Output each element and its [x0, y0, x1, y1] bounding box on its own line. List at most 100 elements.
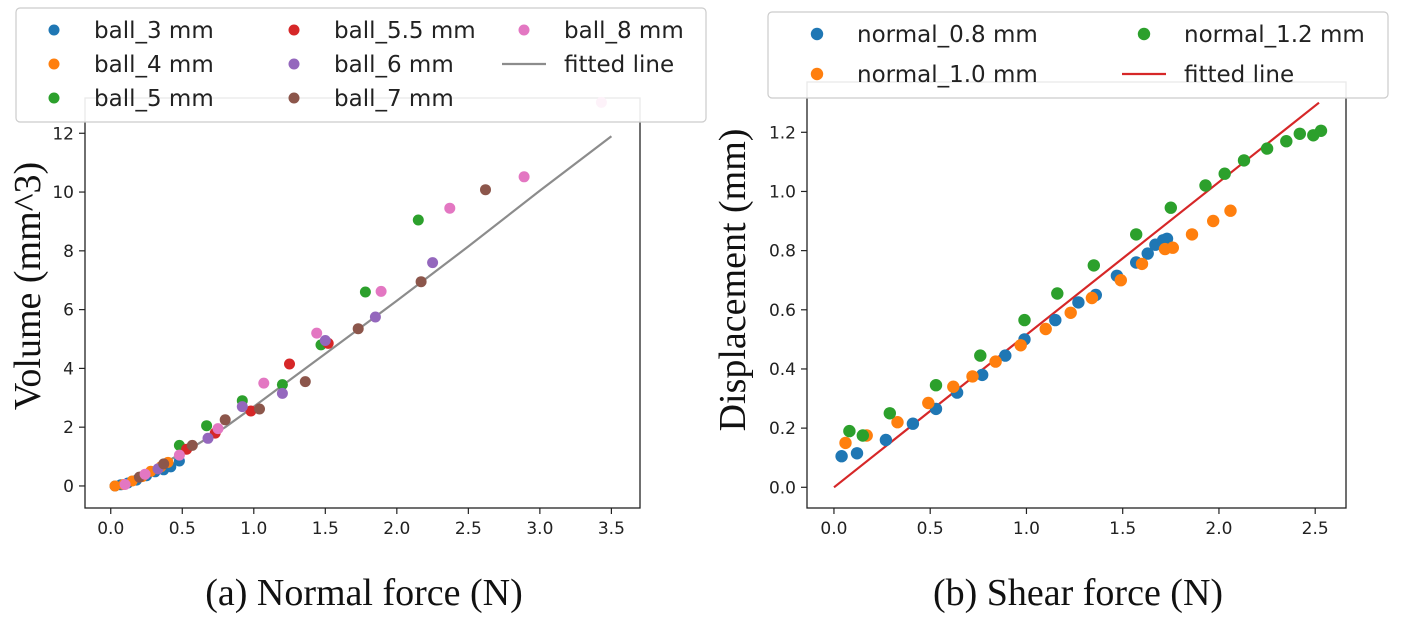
- panel-a-legend-label: ball_5 mm: [94, 86, 214, 112]
- panel-b-point-normal-0-8-mm: [1141, 247, 1154, 260]
- panel-a-axes-frame: [84, 97, 641, 509]
- panel-b-point-normal-1-2-mm: [856, 429, 869, 442]
- panel-b-y-tick-label: 0.6: [769, 301, 796, 321]
- panel-b-point-normal-1-0-mm: [1207, 214, 1220, 228]
- panel-b-y-tick-label: 0.0: [769, 478, 796, 498]
- panel-a-legend-label: ball_5.5 mm: [334, 18, 476, 44]
- panel-b-x-tick-label: 0.0: [820, 519, 847, 539]
- panel-b-point-normal-1-2-mm: [1293, 127, 1307, 140]
- panel-a-x-tick-label: 1.5: [312, 519, 339, 539]
- panel-a-point-ball-7-mm: [415, 276, 427, 288]
- panel-b-point-normal-1-2-mm: [1130, 228, 1143, 241]
- panel-b-y-axis-label: Displacement (mm): [712, 129, 754, 432]
- panel-a-x-tick-label: 0.0: [97, 519, 124, 539]
- panel-b-point-normal-0-8-mm: [999, 349, 1012, 362]
- panel-a-legend-label: ball_6 mm: [334, 52, 454, 78]
- panel-a-point-ball-8-mm: [139, 468, 151, 480]
- panel-b-legend-marker-normal-1-2-mm: [1137, 27, 1151, 41]
- panel-a-point-ball-6-mm: [427, 257, 439, 269]
- panel-b-y-tick-label: 0.4: [769, 360, 796, 380]
- panel-a-point-ball-7-mm: [299, 376, 311, 388]
- panel-a-legend-marker-ball-7-mm: [288, 92, 300, 104]
- panel-b-y-tick-label: 0.8: [769, 242, 796, 262]
- panel-b-shear-force: 0.0 0.5 1.0 1.5 2.0 2.5 0.0 0.2 0.4 0.6 0.8 1.0 1.2…: [712, 11, 1389, 614]
- panel-b-point-normal-0-8-mm: [976, 368, 989, 382]
- panel-b-point-normal-1-2-mm: [974, 349, 987, 362]
- panel-a-legend-marker-ball-8-mm: [518, 24, 530, 36]
- panel-a-x-tick-label: 1.0: [240, 519, 267, 539]
- panel-a-y-tick-label: 8: [63, 242, 74, 262]
- panel-a-fitted-line: [114, 135, 613, 488]
- panel-a-point-ball-6-mm: [236, 401, 248, 413]
- panel-b-point-normal-1-2-mm: [1218, 167, 1231, 180]
- panel-b-x-ticks: 0.0 0.5 1.0 1.5 2.0 2.5: [820, 508, 1329, 539]
- panel-b-point-normal-1-0-mm: [1085, 291, 1099, 305]
- panel-a-point-ball-4-mm: [109, 480, 121, 492]
- panel-b-point-normal-0-8-mm: [879, 433, 893, 447]
- panel-b-x-tick-label: 2.0: [1205, 519, 1232, 539]
- panel-b-data-points: [835, 124, 1328, 463]
- panel-a-legend-marker-ball-5-mm: [48, 92, 60, 104]
- panel-b-point-normal-1-2-mm: [1280, 135, 1293, 148]
- panel-a-point-ball-7-mm: [158, 458, 170, 470]
- panel-a-data-points: [109, 96, 607, 492]
- panel-b-x-tick-label: 0.5: [917, 519, 944, 539]
- panel-a-y-tick-label: 2: [63, 418, 74, 438]
- panel-b-legend-marker-normal-1-0-mm: [810, 67, 824, 81]
- panel-b-point-normal-1-0-mm: [1064, 306, 1077, 319]
- panel-a-point-ball-8-mm: [311, 327, 323, 339]
- panel-b-point-normal-1-0-mm: [966, 370, 979, 383]
- panel-a-legend-marker-ball-5-5-mm: [288, 24, 300, 36]
- panel-a-legend-marker-ball-3-mm: [48, 24, 60, 36]
- panel-b-x-tick-label: 1.5: [1109, 519, 1136, 539]
- panel-a-point-ball-8-mm: [173, 449, 185, 461]
- panel-a-point-ball-7-mm: [352, 323, 364, 335]
- panel-a-legend-marker-ball-6-mm: [288, 58, 300, 70]
- panel-a-x-tick-label: 3.0: [526, 519, 553, 539]
- panel-a-caption: (a) Normal force (N): [205, 572, 523, 614]
- panel-a-point-ball-8-mm: [212, 423, 224, 435]
- panel-a-point-ball-7-mm: [219, 414, 231, 426]
- panel-b-point-normal-1-2-mm: [1087, 259, 1101, 272]
- panel-b-point-normal-1-0-mm: [839, 436, 852, 450]
- panel-b-legend-box: [767, 11, 1389, 99]
- panel-b-caption: (b) Shear force (N): [933, 572, 1223, 614]
- panel-a-legend-label: fitted line: [564, 52, 674, 78]
- panel-b-point-normal-1-0-mm: [922, 396, 935, 410]
- panel-b-point-normal-1-0-mm: [1114, 274, 1128, 287]
- panel-b-point-normal-0-8-mm: [906, 417, 920, 430]
- panel-b-point-normal-1-0-mm: [989, 355, 1002, 368]
- panel-b-y-ticks: 0.0 0.2 0.4 0.6 0.8 1.0 1.2: [769, 123, 807, 498]
- panel-b-point-normal-1-0-mm: [1166, 241, 1180, 254]
- panel-a-legend-label: ball_3 mm: [94, 18, 214, 44]
- panel-b-point-normal-0-8-mm: [1049, 313, 1062, 327]
- panel-a-y-tick-label: 10: [52, 183, 74, 203]
- panel-a-point-ball-5-5-mm: [245, 405, 257, 417]
- panel-a-point-ball-6-mm: [202, 432, 214, 444]
- panel-b-legend-marker-normal-0-8-mm: [810, 27, 824, 41]
- panel-a-y-tick-label: 12: [52, 124, 74, 144]
- panel-a-legend-label: ball_7 mm: [334, 86, 454, 112]
- panel-b-point-normal-1-2-mm: [883, 407, 896, 420]
- panel-b-point-normal-1-2-mm: [1314, 124, 1328, 137]
- panel-b-point-normal-1-0-mm: [947, 380, 960, 393]
- panel-b-y-tick-label: 0.2: [769, 419, 796, 439]
- panel-b-point-normal-1-2-mm: [843, 424, 856, 438]
- panel-b-point-normal-1-2-mm: [1018, 313, 1031, 327]
- panel-b-point-normal-1-2-mm: [1199, 179, 1212, 192]
- panel-a-point-ball-7-mm: [480, 184, 491, 196]
- panel-a-y-ticks: 0 2 4 6 8 10 12: [52, 124, 85, 497]
- panel-a-x-tick-label: 0.5: [169, 519, 196, 539]
- panel-a-x-tick-label: 2.5: [455, 519, 482, 539]
- panel-b-point-normal-1-2-mm: [1237, 154, 1251, 167]
- panel-a-legend-label: ball_4 mm: [94, 52, 214, 78]
- panel-a-point-ball-6-mm: [319, 335, 331, 346]
- panel-a-x-ticks: 0.0 0.5 1.0 1.5 2.0 2.5 3.0 3.5: [97, 508, 625, 539]
- panel-b-point-normal-0-8-mm: [835, 450, 848, 463]
- panel-a-point-ball-8-mm: [375, 285, 387, 297]
- panel-b-point-normal-1-0-mm: [1039, 322, 1052, 336]
- panel-a-point-ball-8-mm: [518, 171, 530, 183]
- panel-b-legend: normal_0.8 mm normal_1.0 mm normal_1.2 mm f…: [767, 11, 1389, 99]
- panel-a-y-tick-label: 4: [63, 359, 74, 379]
- panel-b-point-normal-1-2-mm: [1164, 201, 1178, 214]
